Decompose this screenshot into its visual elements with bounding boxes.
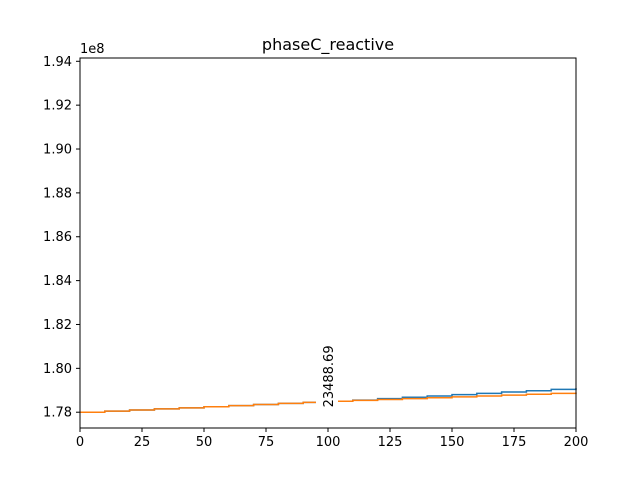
annotation-text: 23488.69 bbox=[322, 345, 337, 407]
x-axis: 0 25 50 75 100 125 150 175 200 bbox=[76, 428, 589, 450]
annotation: 23488.69 bbox=[316, 337, 338, 416]
x-tick-label: 75 bbox=[258, 435, 275, 450]
x-tick-label: 50 bbox=[196, 435, 213, 450]
y-tick-label: 1.86 bbox=[43, 230, 72, 245]
annotation-layer: 23488.69 bbox=[316, 337, 338, 416]
y-tick-label: 1.88 bbox=[43, 186, 72, 201]
annotation-box bbox=[316, 337, 338, 416]
y-offset-label: 1e8 bbox=[80, 42, 105, 57]
x-tick-label: 125 bbox=[378, 435, 403, 450]
y-tick-label: 1.94 bbox=[43, 55, 72, 70]
x-tick-label: 0 bbox=[76, 435, 84, 450]
y-tick-label: 1.82 bbox=[43, 318, 72, 333]
y-tick-label: 1.90 bbox=[43, 143, 72, 158]
y-tick-label: 1.92 bbox=[43, 99, 72, 114]
x-tick-label: 25 bbox=[134, 435, 151, 450]
x-tick-label: 150 bbox=[440, 435, 465, 450]
x-tick-label: 200 bbox=[564, 435, 589, 450]
chart-title: phaseC_reactive bbox=[262, 35, 394, 55]
y-axis: 1.78 1.80 1.82 1.84 1.86 1.88 1.90 1.92 1.94 bbox=[43, 55, 80, 421]
y-tick-label: 1.84 bbox=[43, 274, 72, 289]
x-tick-label: 175 bbox=[502, 435, 527, 450]
y-tick-label: 1.80 bbox=[43, 362, 72, 377]
y-tick-label: 1.78 bbox=[43, 406, 72, 421]
x-tick-label: 100 bbox=[316, 435, 341, 450]
